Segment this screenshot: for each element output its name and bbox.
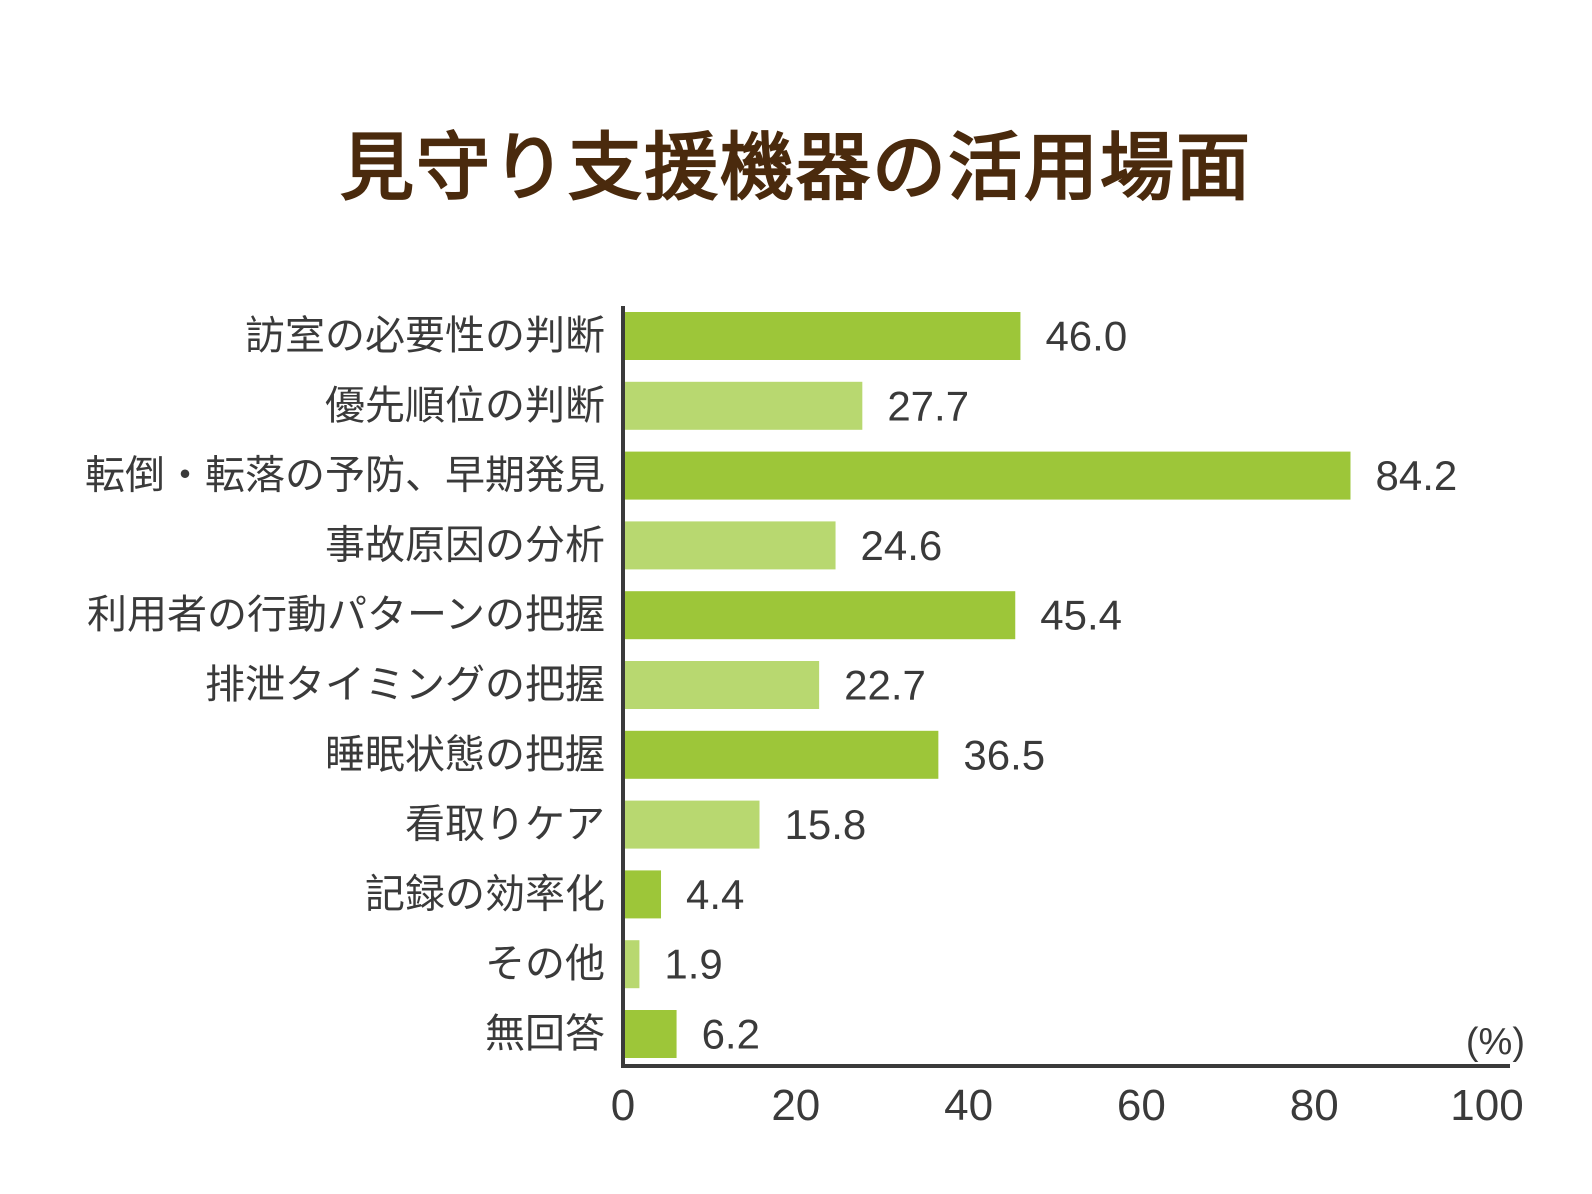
value-label-1: 27.7 — [887, 382, 969, 429]
x-tick-label-1: 20 — [771, 1081, 820, 1130]
category-label-1: 優先順位の判断 — [325, 384, 605, 428]
value-label-8: 4.4 — [686, 871, 744, 918]
category-label-7: 看取りケア — [405, 803, 605, 847]
bar-7 — [623, 800, 760, 849]
bar-5 — [623, 661, 820, 709]
unit-label: (%) — [1466, 1021, 1525, 1063]
value-label-5: 22.7 — [844, 662, 926, 709]
x-tick-label-2: 40 — [944, 1081, 993, 1130]
category-label-8: 記録の効率化 — [365, 872, 605, 916]
bars-layer — [623, 312, 1351, 1058]
bar-10 — [623, 1010, 677, 1058]
value-label-4: 45.4 — [1040, 592, 1122, 639]
bar-8 — [623, 870, 662, 919]
bar-2 — [623, 451, 1351, 500]
value-label-3: 24.6 — [861, 522, 943, 569]
chart-title: 見守り支援機器の活用場面 — [340, 125, 1252, 211]
category-label-0: 訪室の必要性の判断 — [245, 314, 605, 358]
value-label-6: 36.5 — [963, 731, 1045, 778]
x-tick-label-3: 60 — [1117, 1081, 1166, 1130]
category-label-2: 転倒・転落の予防、早期発見 — [85, 454, 605, 498]
bar-9 — [623, 940, 640, 989]
bar-6 — [623, 730, 939, 779]
value-label-7: 15.8 — [785, 801, 867, 848]
category-label-9: その他 — [485, 942, 605, 986]
value-label-10: 6.2 — [702, 1011, 760, 1058]
x-tick-label-0: 0 — [611, 1081, 635, 1130]
x-tick-label-4: 80 — [1290, 1081, 1339, 1130]
value-label-0: 46.0 — [1045, 313, 1127, 360]
axis-layer: 0 20 40 60 80 100 (%) — [611, 306, 1525, 1130]
value-label-2: 84.2 — [1375, 452, 1457, 499]
bar-0 — [623, 312, 1021, 360]
category-label-5: 排泄タイミングの把握 — [205, 663, 605, 707]
category-label-4: 利用者の行動パターンの把握 — [87, 593, 605, 637]
labels-layer: 訪室の必要性の判断 46.0 優先順位の判断 27.7 転倒・転落の予防、早期発見 84.… — [85, 313, 1457, 1058]
bar-3 — [623, 521, 836, 570]
bar-4 — [623, 591, 1016, 640]
category-label-10: 無回答 — [485, 1012, 605, 1056]
x-tick-label-5: 100 — [1450, 1081, 1523, 1130]
value-label-9: 1.9 — [664, 941, 722, 988]
category-label-3: 事故原因の分析 — [325, 523, 605, 567]
bar-1 — [623, 381, 863, 430]
category-label-6: 睡眠状態の把握 — [325, 733, 605, 777]
